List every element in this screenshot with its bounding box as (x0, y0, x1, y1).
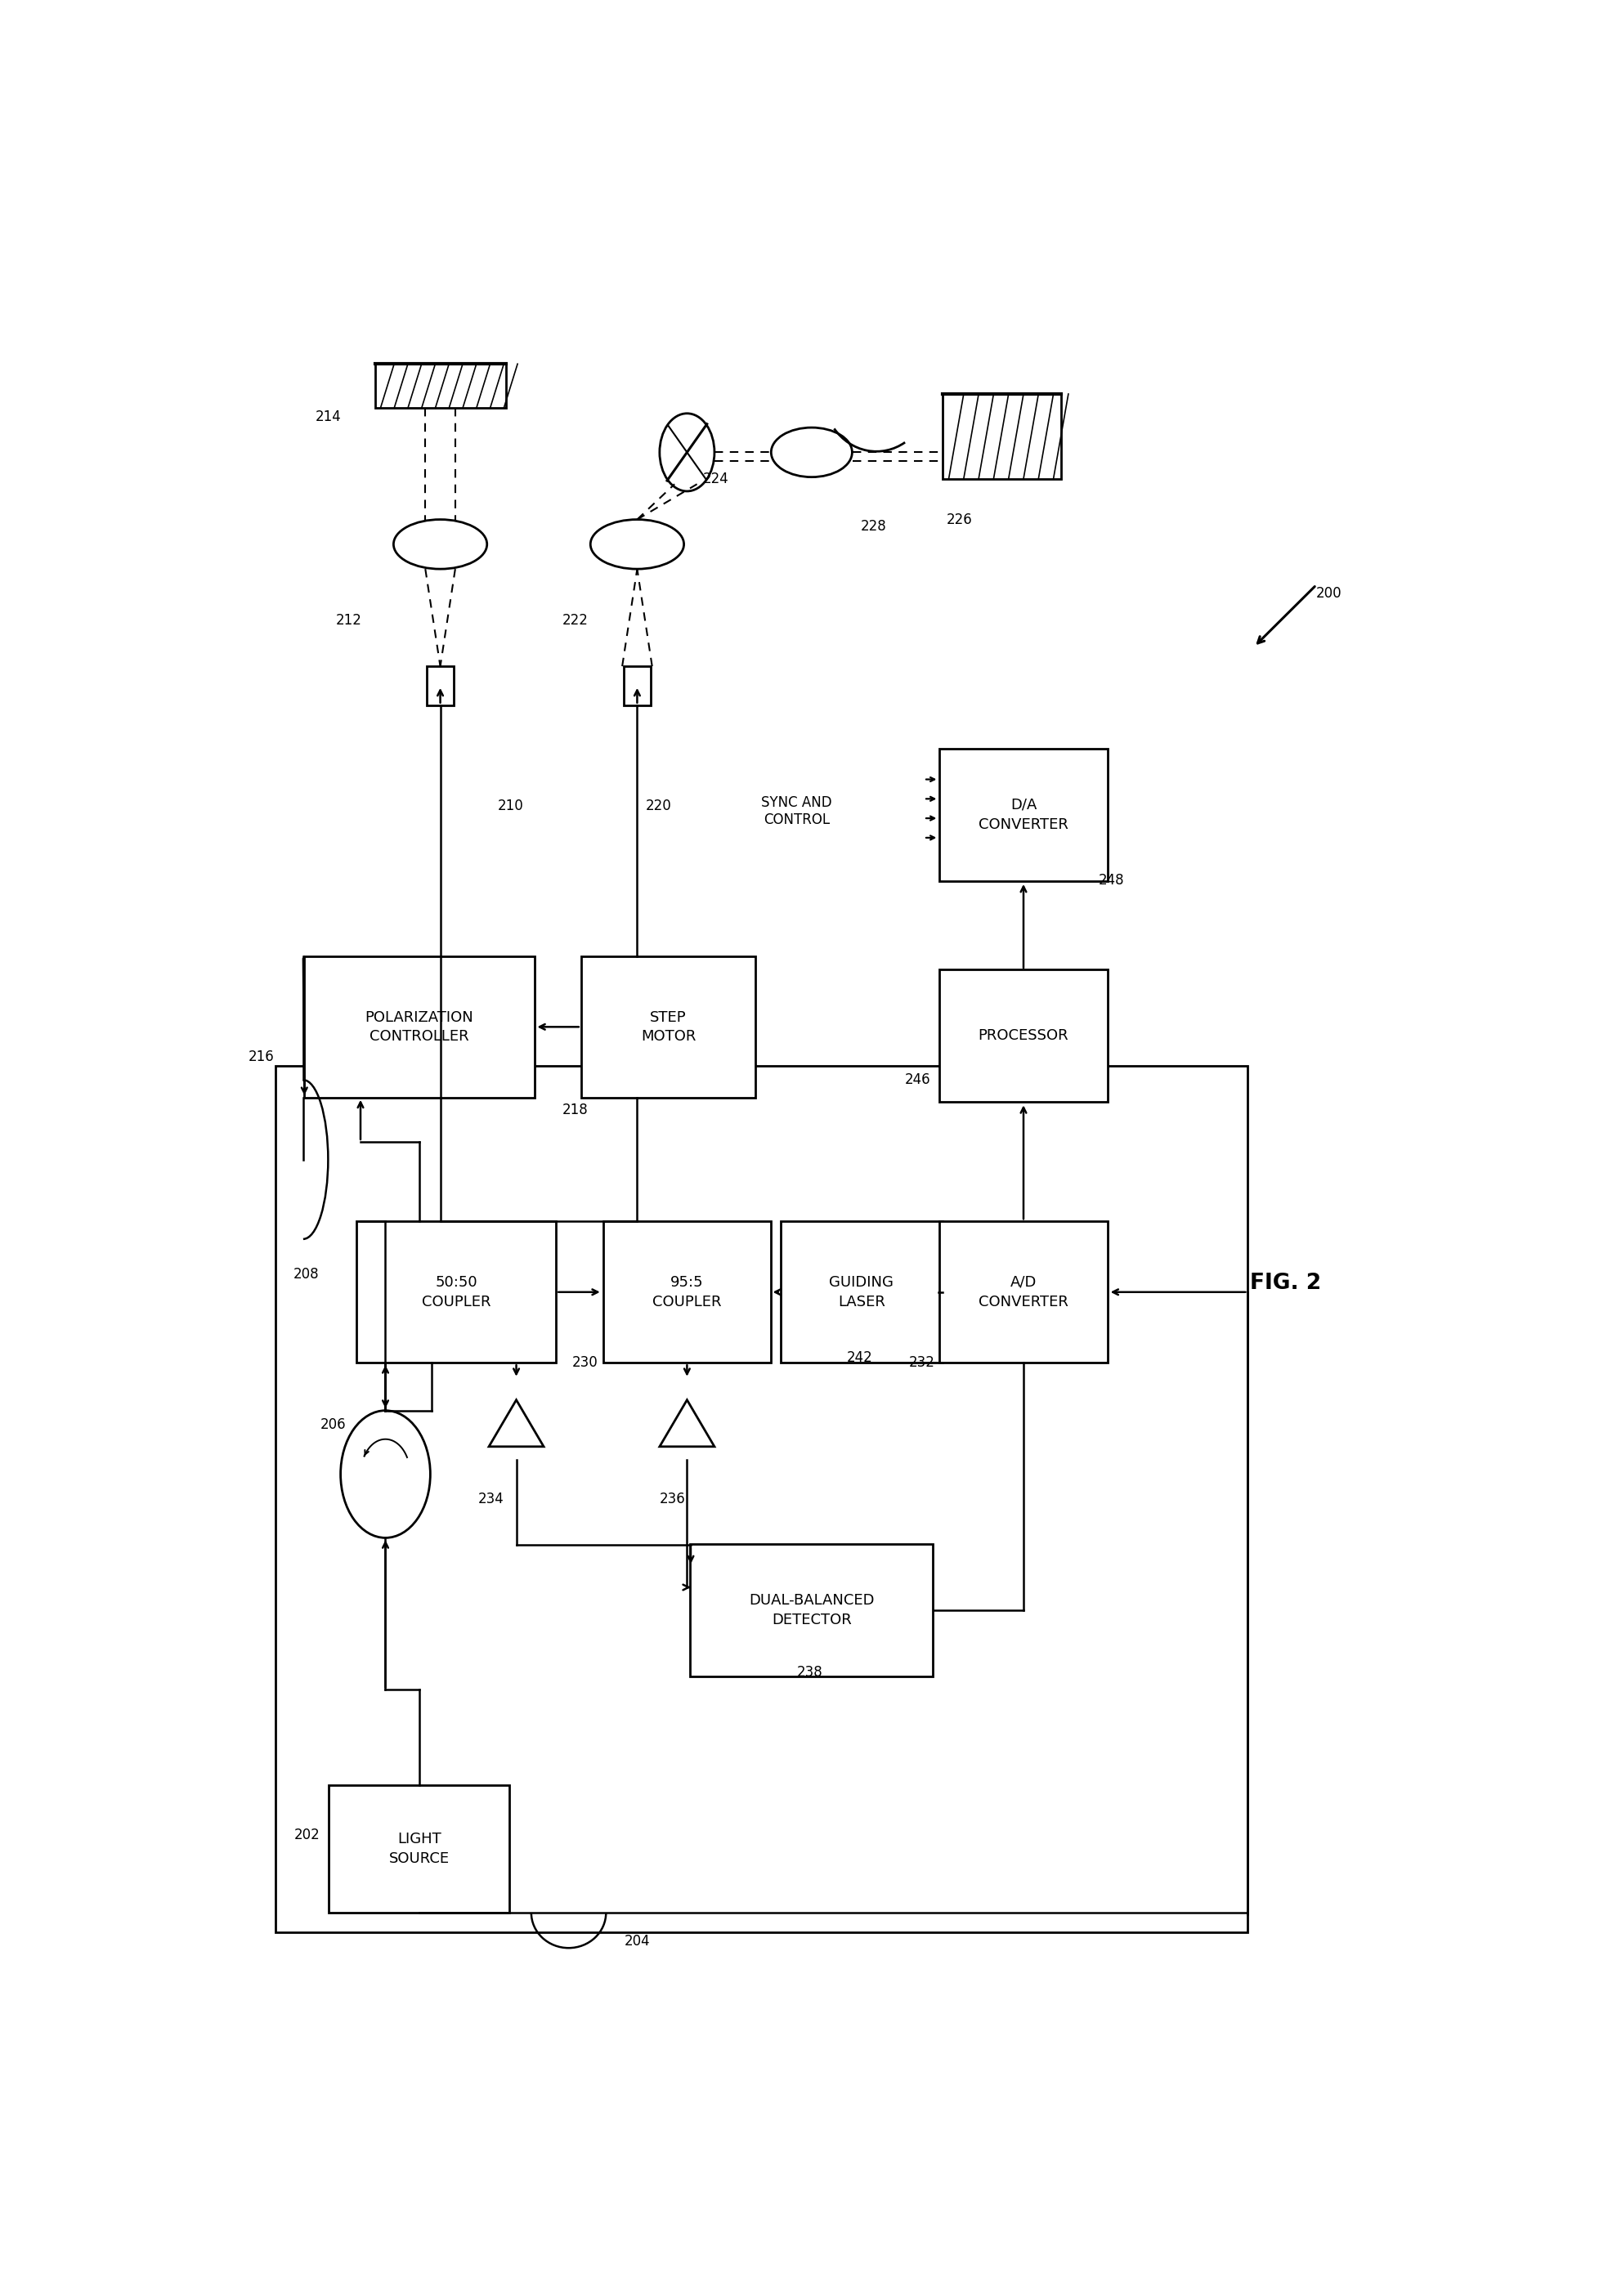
Text: 206: 206 (320, 1417, 346, 1433)
Text: 218: 218 (563, 1102, 589, 1118)
FancyBboxPatch shape (580, 955, 756, 1097)
Text: 210: 210 (497, 799, 524, 813)
FancyBboxPatch shape (624, 666, 651, 705)
FancyBboxPatch shape (603, 1221, 772, 1364)
Text: 216: 216 (248, 1049, 275, 1065)
FancyBboxPatch shape (357, 1221, 556, 1364)
Text: A/D
CONVERTER: A/D CONVERTER (979, 1274, 1068, 1309)
Text: D/A
CONVERTER: D/A CONVERTER (979, 797, 1068, 831)
Text: 242: 242 (846, 1350, 873, 1364)
Text: 222: 222 (563, 613, 589, 627)
Text: 224: 224 (703, 471, 728, 487)
Text: 238: 238 (796, 1665, 823, 1681)
Text: 204: 204 (624, 1933, 651, 1949)
Text: SYNC AND
CONTROL: SYNC AND CONTROL (761, 794, 831, 827)
FancyBboxPatch shape (939, 969, 1108, 1102)
Text: 228: 228 (860, 519, 886, 535)
Text: STEP
MOTOR: STEP MOTOR (640, 1010, 696, 1045)
Ellipse shape (772, 427, 852, 478)
Text: GUIDING
LASER: GUIDING LASER (830, 1274, 894, 1309)
Text: 208: 208 (293, 1267, 318, 1281)
Ellipse shape (394, 519, 487, 569)
FancyBboxPatch shape (942, 395, 1061, 480)
FancyBboxPatch shape (328, 1786, 510, 1913)
Text: PROCESSOR: PROCESSOR (978, 1029, 1069, 1042)
Text: 248: 248 (1098, 872, 1124, 889)
FancyBboxPatch shape (780, 1221, 942, 1364)
Text: 212: 212 (336, 613, 362, 627)
Text: 234: 234 (478, 1492, 503, 1506)
FancyBboxPatch shape (939, 748, 1108, 882)
Text: 214: 214 (315, 409, 341, 425)
Text: 232: 232 (909, 1355, 934, 1371)
Text: 50:50
COUPLER: 50:50 COUPLER (421, 1274, 490, 1309)
FancyBboxPatch shape (690, 1543, 933, 1676)
Text: 236: 236 (659, 1492, 685, 1506)
Text: 220: 220 (646, 799, 672, 813)
FancyBboxPatch shape (939, 1221, 1108, 1364)
Text: FIG. 2: FIG. 2 (1249, 1272, 1320, 1295)
Text: 226: 226 (946, 512, 973, 526)
Text: 230: 230 (572, 1355, 598, 1371)
FancyBboxPatch shape (426, 666, 453, 705)
Text: 95:5
COUPLER: 95:5 COUPLER (653, 1274, 722, 1309)
FancyBboxPatch shape (375, 363, 507, 409)
Ellipse shape (590, 519, 683, 569)
FancyBboxPatch shape (304, 955, 534, 1097)
Text: DUAL-BALANCED
DETECTOR: DUAL-BALANCED DETECTOR (749, 1593, 875, 1628)
Text: 202: 202 (294, 1828, 320, 1841)
Text: LIGHT
SOURCE: LIGHT SOURCE (389, 1832, 449, 1867)
Text: POLARIZATION
CONTROLLER: POLARIZATION CONTROLLER (365, 1010, 473, 1045)
Text: 200: 200 (1317, 585, 1343, 602)
Text: 246: 246 (905, 1072, 931, 1088)
